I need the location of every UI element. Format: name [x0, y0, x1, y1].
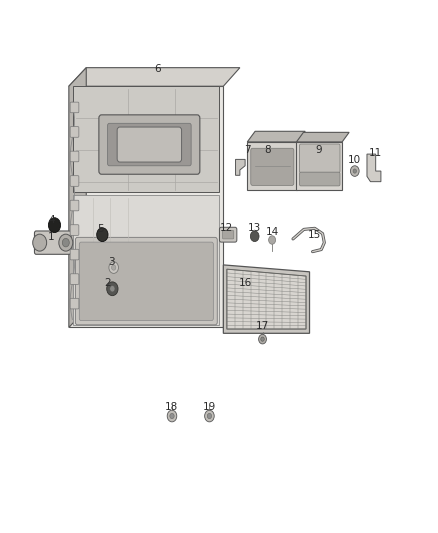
Text: 6: 6 [154, 64, 160, 74]
Text: 10: 10 [348, 156, 361, 165]
Text: 8: 8 [265, 145, 271, 155]
Text: 11: 11 [369, 148, 382, 158]
Circle shape [268, 236, 276, 244]
Circle shape [353, 169, 357, 173]
FancyBboxPatch shape [108, 123, 191, 166]
Text: 9: 9 [316, 145, 322, 155]
Text: 2: 2 [105, 278, 111, 288]
Text: 7: 7 [244, 145, 251, 155]
Polygon shape [73, 195, 219, 325]
Circle shape [33, 234, 47, 251]
Text: 12: 12 [220, 223, 233, 233]
Circle shape [48, 217, 60, 232]
Text: 19: 19 [203, 402, 216, 412]
Polygon shape [247, 131, 305, 142]
Text: 4: 4 [48, 215, 55, 225]
FancyBboxPatch shape [117, 127, 182, 162]
Polygon shape [73, 86, 219, 192]
FancyBboxPatch shape [99, 115, 200, 174]
FancyBboxPatch shape [70, 298, 79, 309]
Text: 16: 16 [238, 278, 252, 288]
Polygon shape [227, 269, 306, 329]
FancyBboxPatch shape [35, 231, 71, 254]
Polygon shape [69, 68, 240, 86]
Polygon shape [236, 159, 245, 175]
FancyBboxPatch shape [300, 172, 340, 186]
FancyBboxPatch shape [251, 148, 294, 185]
Circle shape [205, 410, 214, 422]
Text: 1: 1 [48, 232, 55, 243]
Polygon shape [247, 142, 297, 190]
FancyBboxPatch shape [219, 227, 237, 242]
Text: 17: 17 [256, 321, 269, 331]
Polygon shape [367, 154, 381, 182]
Circle shape [62, 238, 69, 247]
Polygon shape [297, 142, 342, 190]
FancyBboxPatch shape [70, 249, 79, 260]
Text: 15: 15 [308, 230, 321, 240]
Circle shape [170, 414, 174, 419]
Circle shape [110, 286, 115, 292]
FancyBboxPatch shape [70, 151, 79, 162]
FancyBboxPatch shape [70, 200, 79, 211]
Circle shape [107, 282, 118, 296]
Circle shape [109, 262, 118, 273]
Polygon shape [69, 68, 86, 327]
Text: 18: 18 [165, 402, 178, 412]
Text: 3: 3 [108, 257, 114, 267]
Polygon shape [297, 132, 349, 142]
Text: 13: 13 [248, 223, 261, 233]
FancyBboxPatch shape [70, 127, 79, 138]
Circle shape [112, 265, 116, 270]
Circle shape [97, 228, 108, 241]
FancyBboxPatch shape [70, 274, 79, 285]
FancyBboxPatch shape [70, 176, 79, 187]
FancyBboxPatch shape [223, 230, 234, 239]
Circle shape [350, 166, 359, 176]
Text: 14: 14 [265, 227, 279, 237]
FancyBboxPatch shape [70, 225, 79, 236]
Circle shape [261, 337, 264, 341]
Text: 5: 5 [97, 224, 104, 235]
Circle shape [258, 334, 266, 344]
FancyBboxPatch shape [70, 102, 79, 113]
Circle shape [251, 231, 259, 241]
Polygon shape [223, 265, 310, 333]
Circle shape [207, 414, 212, 419]
FancyBboxPatch shape [75, 237, 217, 325]
Circle shape [167, 410, 177, 422]
FancyBboxPatch shape [79, 242, 213, 320]
Polygon shape [69, 86, 223, 327]
Circle shape [59, 234, 73, 251]
FancyBboxPatch shape [300, 144, 340, 173]
